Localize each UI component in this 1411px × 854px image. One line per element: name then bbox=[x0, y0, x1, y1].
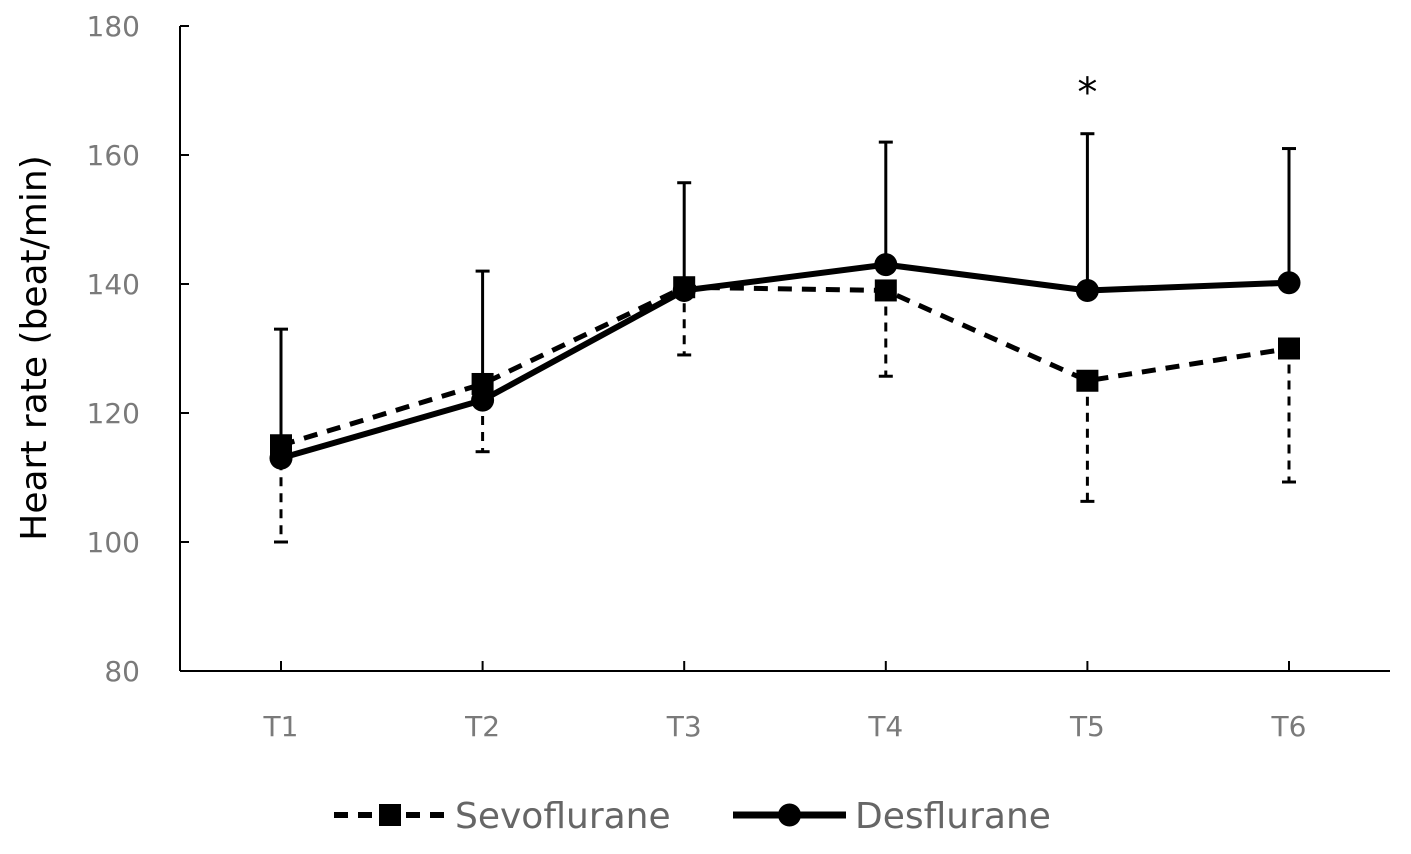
y-tick-label: 140 bbox=[87, 268, 140, 301]
point-desflurane-t5 bbox=[1075, 278, 1099, 302]
point-desflurane-t2 bbox=[471, 388, 495, 412]
x-tick-label: T6 bbox=[1271, 710, 1307, 743]
series-line-sevoflurane bbox=[280, 284, 1290, 448]
point-sevoflurane-t2 bbox=[471, 372, 494, 395]
x-tick-label: T3 bbox=[666, 710, 702, 743]
axes bbox=[179, 26, 1390, 672]
error-bars bbox=[274, 132, 1296, 544]
significance-marker: * bbox=[1077, 70, 1097, 116]
x-axis-ticks: T1 T2 T3 T4 T5 T6 bbox=[263, 661, 1307, 743]
point-desflurane-t6 bbox=[1277, 271, 1301, 295]
y-axis-ticks: 80 100 120 140 160 180 bbox=[87, 10, 189, 688]
point-desflurane-t3 bbox=[672, 278, 696, 302]
point-sevoflurane-t5 bbox=[1076, 369, 1099, 392]
annotations: * bbox=[1077, 70, 1097, 116]
y-tick-label: 120 bbox=[87, 397, 140, 430]
legend-marker-sevoflurane bbox=[379, 804, 401, 826]
legend: Sevoflurane Desflurane bbox=[334, 796, 1051, 837]
legend-marker-desflurane bbox=[778, 803, 801, 827]
series-line-desflurane bbox=[280, 261, 1290, 462]
y-tick-label: 180 bbox=[87, 10, 140, 43]
legend-label-sevoflurane: Sevoflurane bbox=[455, 796, 671, 837]
point-desflurane-t4 bbox=[874, 253, 898, 277]
x-tick-label: T4 bbox=[867, 710, 903, 743]
x-tick-label: T1 bbox=[263, 710, 299, 743]
x-tick-label: T2 bbox=[464, 710, 500, 743]
x-tick-label: T5 bbox=[1069, 710, 1105, 743]
point-desflurane-t1 bbox=[269, 446, 293, 470]
series-lines bbox=[280, 261, 1290, 462]
point-sevoflurane-t4 bbox=[874, 279, 897, 302]
y-axis-title: Heart rate (beat/min) bbox=[14, 155, 55, 541]
y-tick-label: 160 bbox=[87, 139, 140, 172]
y-tick-label: 80 bbox=[104, 655, 140, 688]
y-tick-label: 100 bbox=[87, 526, 140, 559]
point-sevoflurane-t6 bbox=[1278, 337, 1300, 360]
series-markers bbox=[269, 253, 1301, 470]
legend-label-desflurane: Desflurane bbox=[855, 796, 1051, 837]
